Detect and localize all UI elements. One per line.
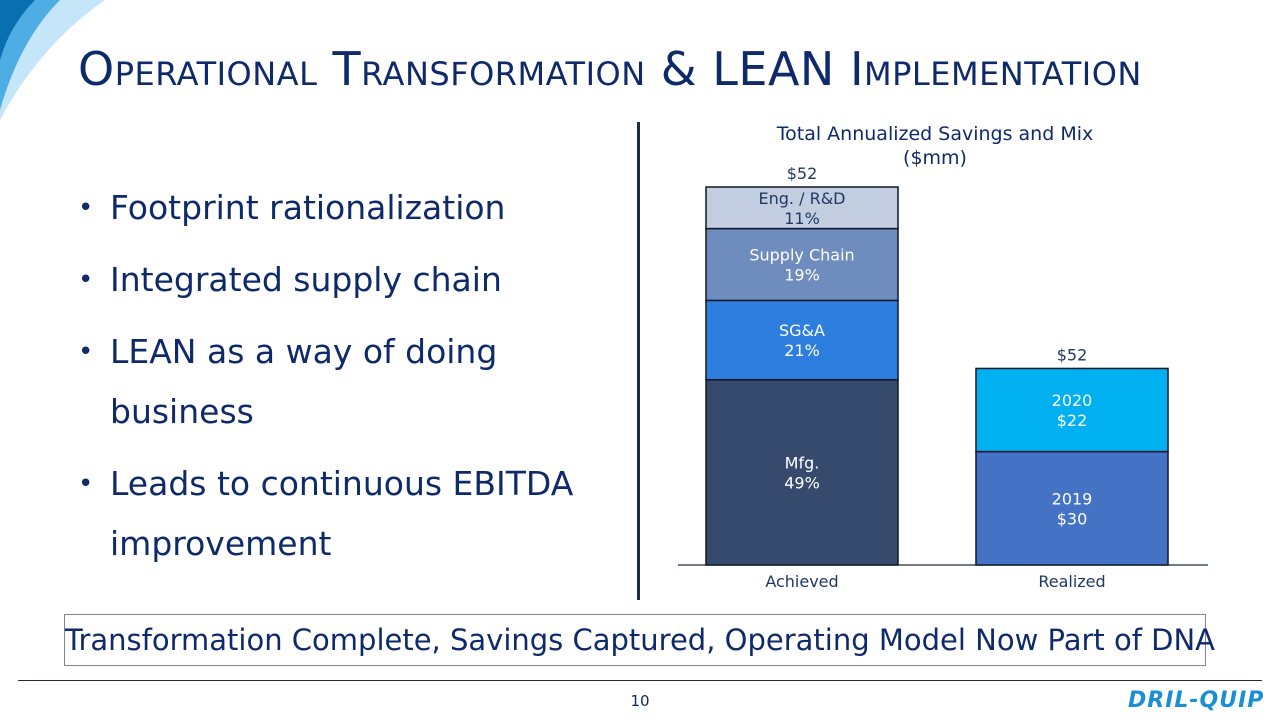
- footer-divider: [18, 680, 1262, 681]
- segment-label-value: $22: [1057, 411, 1088, 430]
- bullet-item: Leads to continuous EBITDA improvement: [74, 454, 634, 574]
- segment-label-value: 21%: [784, 341, 820, 360]
- category-label: Achieved: [765, 572, 838, 591]
- bullet-item: Footprint rationalization: [74, 178, 634, 238]
- segment-label-name: 2019: [1052, 489, 1093, 508]
- bar-segment: [705, 186, 899, 230]
- vertical-divider: [637, 122, 640, 600]
- bar-segment: [705, 379, 899, 566]
- bullet-list: Footprint rationalization Integrated sup…: [74, 178, 634, 586]
- corner-decoration: [0, 0, 105, 120]
- segment-label-name: SG&A: [779, 321, 825, 340]
- segment-label-name: Eng. / R&D: [759, 189, 846, 208]
- chart-title: Total Annualized Savings and Mix ($mm): [776, 123, 1094, 169]
- bullet-item: Integrated supply chain: [74, 250, 634, 310]
- bar-segment: [975, 450, 1169, 566]
- bar-segment: [705, 227, 899, 302]
- page-number: 10: [630, 692, 650, 710]
- bar-total-label: $52: [1057, 345, 1088, 364]
- segment-label-value: 19%: [784, 265, 820, 284]
- bullet-item: LEAN as a way of doing business: [74, 322, 634, 442]
- company-logo: DRIL-QUIP: [1128, 688, 1265, 713]
- category-label: Realized: [1038, 572, 1105, 591]
- slide-title: Operational Transformation & LEAN Implem…: [78, 42, 1142, 96]
- bar-total-label: $52: [787, 164, 818, 183]
- segment-label-value: 49%: [784, 473, 820, 492]
- bar-segment: [975, 367, 1169, 453]
- segment-label-name: Supply Chain: [749, 245, 854, 264]
- segment-label-name: 2020: [1052, 391, 1093, 410]
- callout-box: Transformation Complete, Savings Capture…: [64, 614, 1215, 666]
- segment-label-name: Mfg.: [785, 453, 820, 472]
- segment-label-value: 11%: [784, 209, 820, 228]
- segment-label-value: $30: [1057, 509, 1088, 528]
